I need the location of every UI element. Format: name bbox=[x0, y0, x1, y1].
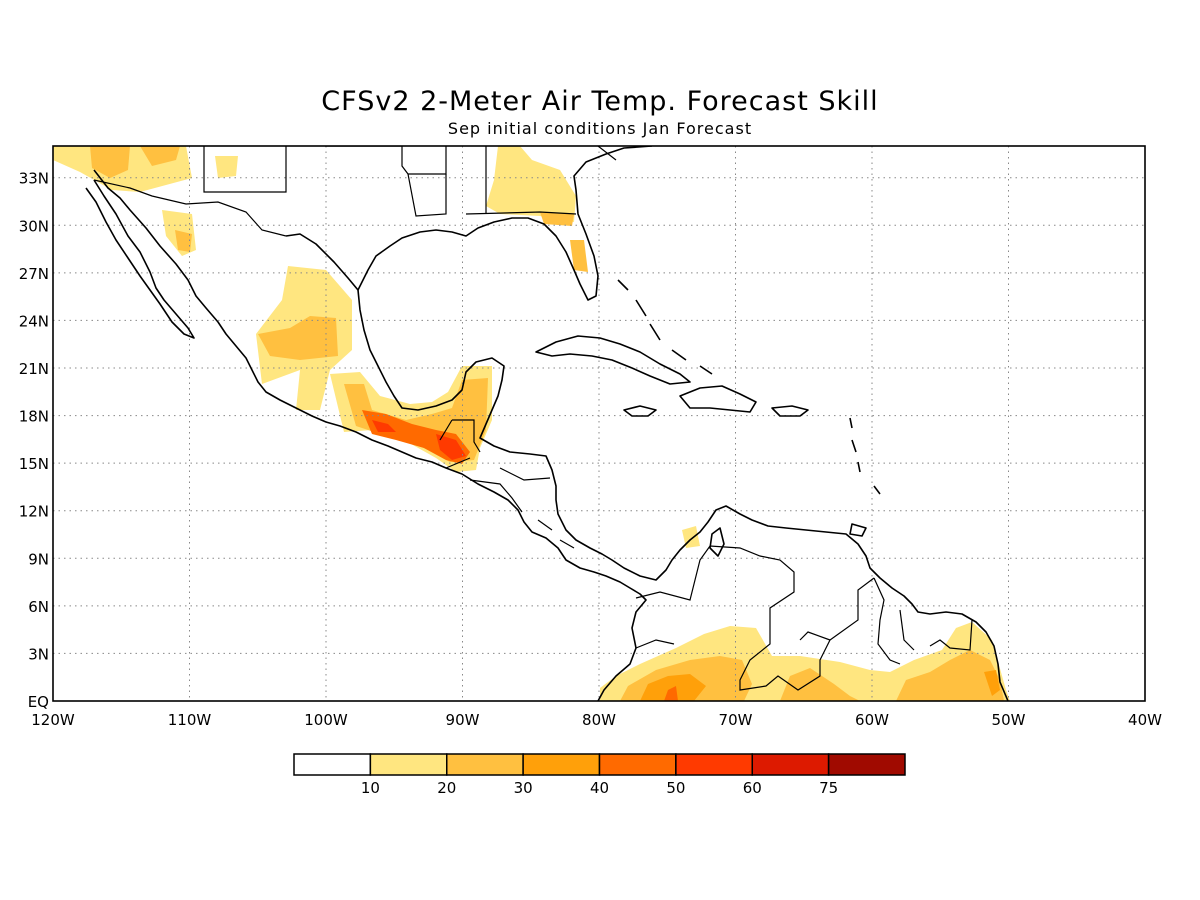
lon-axis: 120W 110W 100W 90W 80W 70W 60W 50W 40W bbox=[31, 711, 1162, 729]
lat-tick-label: 27N bbox=[19, 265, 49, 283]
lat-tick-label: 30N bbox=[19, 217, 49, 235]
lon-tick-label: 100W bbox=[304, 711, 348, 729]
map-subtitle: Sep initial conditions Jan Forecast bbox=[447, 119, 753, 138]
legend-swatch bbox=[598, 753, 677, 776]
skill-region bbox=[570, 240, 588, 272]
legend-label: 60 bbox=[743, 779, 762, 797]
lon-tick-label: 50W bbox=[992, 711, 1026, 729]
lon-tick-label: 60W bbox=[855, 711, 889, 729]
lat-tick-label: 21N bbox=[19, 360, 49, 378]
lat-tick-label: 15N bbox=[19, 455, 49, 473]
legend-swatch bbox=[293, 753, 372, 776]
legend-label: 30 bbox=[514, 779, 533, 797]
skill-region bbox=[486, 146, 576, 222]
legend-label: 75 bbox=[819, 779, 838, 797]
legend-swatch bbox=[446, 753, 524, 776]
legend-label: 10 bbox=[361, 779, 380, 797]
coastlines bbox=[85, 146, 1009, 701]
lat-tick-label: 18N bbox=[19, 408, 49, 426]
skill-region bbox=[664, 686, 678, 701]
legend-swatch bbox=[675, 753, 753, 776]
skill-region bbox=[540, 212, 574, 226]
lat-tick-label: 9N bbox=[28, 550, 49, 568]
lat-tick-label: 24N bbox=[19, 312, 49, 330]
skill-shading bbox=[53, 146, 1010, 701]
legend-label: 40 bbox=[590, 779, 609, 797]
lat-tick-label: 12N bbox=[19, 503, 49, 521]
color-legend: 10 20 30 40 50 60 75 bbox=[293, 753, 906, 797]
grid-lines bbox=[53, 146, 1145, 701]
skill-region bbox=[175, 230, 192, 252]
lon-tick-label: 40W bbox=[1128, 711, 1162, 729]
legend-swatch bbox=[751, 753, 830, 776]
lon-tick-label: 70W bbox=[719, 711, 753, 729]
lon-tick-label: 80W bbox=[582, 711, 616, 729]
skill-region bbox=[780, 668, 860, 701]
legend-label: 50 bbox=[666, 779, 685, 797]
lon-tick-label: 90W bbox=[446, 711, 480, 729]
skill-region bbox=[258, 316, 338, 360]
lat-axis: EQ 3N 6N 9N 12N 15N 18N 21N 24N 27N 30N 33N bbox=[19, 170, 49, 711]
skill-region bbox=[90, 146, 130, 178]
legend-swatch bbox=[522, 753, 601, 776]
lon-tick-label: 120W bbox=[31, 711, 75, 729]
skill-region bbox=[140, 146, 180, 166]
lat-tick-label: EQ bbox=[28, 693, 49, 711]
legend-swatch bbox=[827, 753, 906, 776]
lat-tick-label: 33N bbox=[19, 170, 49, 188]
map-frame bbox=[52, 145, 1146, 702]
legend-swatch bbox=[369, 753, 448, 776]
skill-region bbox=[436, 434, 466, 460]
skill-region bbox=[984, 670, 1000, 696]
skill-region bbox=[215, 156, 238, 178]
lon-tick-label: 110W bbox=[168, 711, 212, 729]
skill-region bbox=[372, 420, 396, 432]
legend-label: 20 bbox=[437, 779, 456, 797]
map-title: CFSv2 2-Meter Air Temp. Forecast Skill bbox=[321, 86, 879, 117]
lat-tick-label: 3N bbox=[28, 645, 49, 663]
skill-region bbox=[896, 650, 1004, 701]
lat-tick-label: 6N bbox=[28, 598, 49, 616]
borders bbox=[93, 146, 973, 691]
